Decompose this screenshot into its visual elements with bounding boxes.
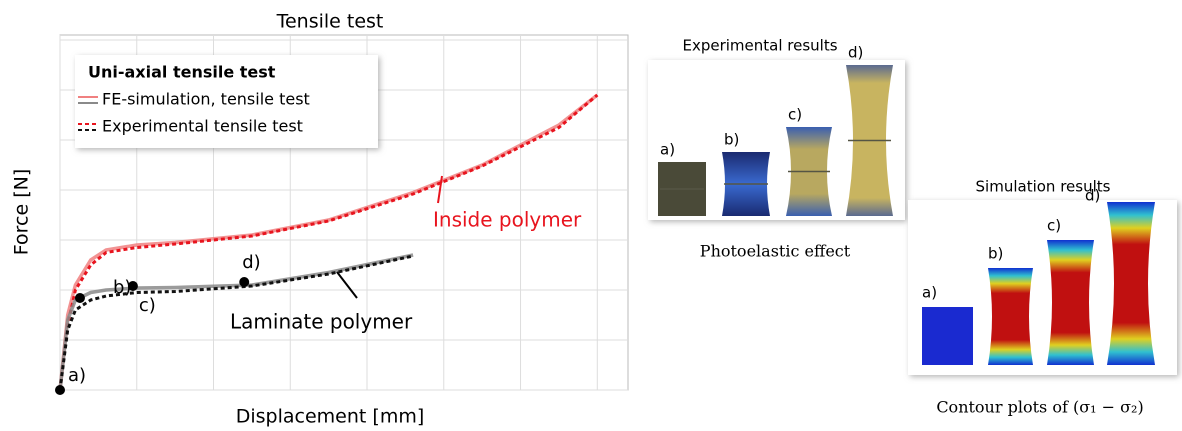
specimen-label: d)	[848, 44, 863, 62]
point-label: a)	[68, 365, 86, 386]
state-point	[55, 385, 65, 395]
panel-caption: Contour plots of (σ₁ − σ₂)	[936, 398, 1143, 417]
y-axis-label: Force [N]	[11, 169, 33, 255]
leader-line	[437, 175, 443, 204]
chart-title: Tensile test	[276, 11, 384, 33]
specimen-label: d)	[1085, 187, 1100, 205]
state-point	[74, 293, 85, 303]
series-annotation: Inside polymer	[433, 208, 582, 232]
legend-box	[75, 55, 378, 148]
state-point	[127, 281, 138, 291]
x-axis-label: Displacement [mm]	[236, 406, 425, 428]
specimen-contour	[922, 307, 973, 365]
specimen-label: a)	[660, 141, 675, 159]
point-label: c)	[139, 295, 156, 316]
specimen-label: b)	[724, 131, 739, 149]
point-label: d)	[242, 252, 260, 273]
state-point	[239, 277, 250, 287]
specimen-label: c)	[1047, 217, 1061, 235]
result-panels: Experimental results Photoelastic effect…	[648, 37, 1177, 417]
point-label: b)	[113, 277, 131, 298]
legend-label: Experimental tensile test	[102, 117, 303, 136]
panel-caption: Photoelastic effect	[700, 242, 851, 261]
specimen-contour	[1047, 240, 1094, 365]
legend: Uni-axial tensile test FE-simulation, ten…	[75, 55, 378, 148]
series-line	[58, 254, 414, 391]
specimen-contour	[1107, 202, 1155, 365]
specimen-label: c)	[788, 106, 802, 124]
specimen-label: b)	[988, 245, 1003, 263]
specimen-label: a)	[922, 284, 937, 302]
panel-title: Experimental results	[682, 37, 837, 55]
leader-line	[336, 271, 358, 299]
legend-label: FE-simulation, tensile test	[102, 90, 310, 109]
series-annotation: Laminate polymer	[230, 310, 413, 334]
specimen-contour	[988, 268, 1033, 365]
legend-title: Uni-axial tensile test	[88, 63, 276, 82]
panel-title: Simulation results	[976, 178, 1111, 196]
series-line	[58, 93, 599, 391]
